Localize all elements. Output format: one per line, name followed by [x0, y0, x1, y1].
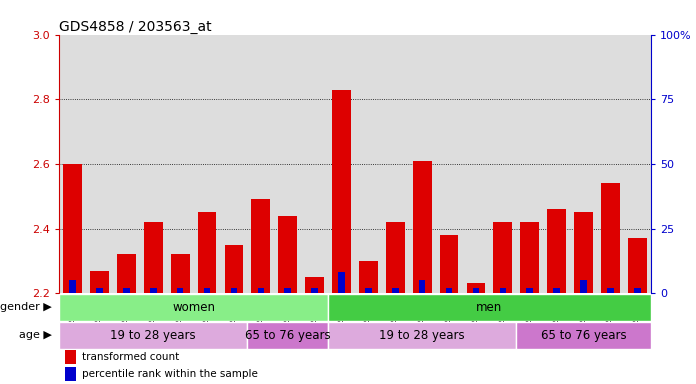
Bar: [493, 222, 512, 293]
Text: women: women: [172, 301, 215, 314]
Bar: [177, 288, 184, 293]
Bar: [247, 322, 328, 349]
Bar: [359, 261, 378, 293]
Bar: [409, 35, 436, 293]
Text: men: men: [476, 301, 503, 314]
Bar: [419, 280, 425, 293]
Bar: [70, 280, 76, 293]
Bar: [413, 161, 432, 293]
Bar: [144, 222, 163, 293]
Bar: [574, 212, 593, 293]
Bar: [365, 288, 372, 293]
Text: percentile rank within the sample: percentile rank within the sample: [81, 369, 258, 379]
Bar: [624, 35, 651, 293]
Bar: [59, 35, 86, 293]
Text: GDS4858 / 203563_at: GDS4858 / 203563_at: [59, 20, 212, 33]
Bar: [247, 35, 274, 293]
Bar: [392, 288, 399, 293]
Bar: [328, 322, 516, 349]
Bar: [123, 288, 129, 293]
Bar: [59, 294, 328, 321]
Bar: [607, 288, 614, 293]
Bar: [117, 254, 136, 293]
Bar: [440, 235, 459, 293]
Bar: [597, 35, 624, 293]
Bar: [445, 288, 452, 293]
Bar: [553, 288, 560, 293]
Text: gender ▶: gender ▶: [1, 302, 52, 312]
Text: age ▶: age ▶: [19, 331, 52, 341]
Bar: [171, 254, 189, 293]
Text: 19 to 28 years: 19 to 28 years: [379, 329, 465, 342]
Bar: [86, 35, 113, 293]
Bar: [436, 35, 463, 293]
Bar: [90, 271, 109, 293]
Bar: [251, 199, 270, 293]
Text: transformed count: transformed count: [81, 352, 179, 362]
Bar: [230, 288, 237, 293]
Bar: [516, 35, 543, 293]
Bar: [113, 35, 140, 293]
Bar: [466, 283, 485, 293]
Bar: [386, 222, 404, 293]
Bar: [521, 222, 539, 293]
Bar: [332, 89, 351, 293]
Bar: [150, 288, 157, 293]
Bar: [382, 35, 409, 293]
Bar: [225, 245, 244, 293]
Bar: [328, 294, 651, 321]
Text: 65 to 76 years: 65 to 76 years: [245, 329, 331, 342]
Text: 65 to 76 years: 65 to 76 years: [541, 329, 626, 342]
Bar: [278, 215, 297, 293]
Bar: [526, 288, 533, 293]
Bar: [500, 288, 506, 293]
Bar: [96, 288, 103, 293]
Bar: [338, 273, 345, 293]
Bar: [59, 322, 247, 349]
Bar: [140, 35, 167, 293]
Bar: [204, 288, 210, 293]
Bar: [601, 183, 620, 293]
Bar: [301, 35, 328, 293]
Bar: [167, 35, 193, 293]
Bar: [580, 280, 587, 293]
Bar: [198, 212, 216, 293]
Bar: [634, 288, 640, 293]
Bar: [628, 238, 647, 293]
Bar: [65, 350, 76, 364]
Text: 19 to 28 years: 19 to 28 years: [111, 329, 196, 342]
Bar: [570, 35, 597, 293]
Bar: [65, 367, 76, 381]
Bar: [285, 288, 291, 293]
Bar: [274, 35, 301, 293]
Bar: [473, 288, 480, 293]
Bar: [258, 288, 264, 293]
Bar: [306, 277, 324, 293]
Bar: [547, 209, 566, 293]
Bar: [311, 288, 318, 293]
Bar: [193, 35, 221, 293]
Bar: [489, 35, 516, 293]
Bar: [463, 35, 489, 293]
Bar: [328, 35, 355, 293]
Bar: [355, 35, 382, 293]
Bar: [221, 35, 247, 293]
Bar: [63, 164, 82, 293]
Bar: [543, 35, 570, 293]
Bar: [516, 322, 651, 349]
